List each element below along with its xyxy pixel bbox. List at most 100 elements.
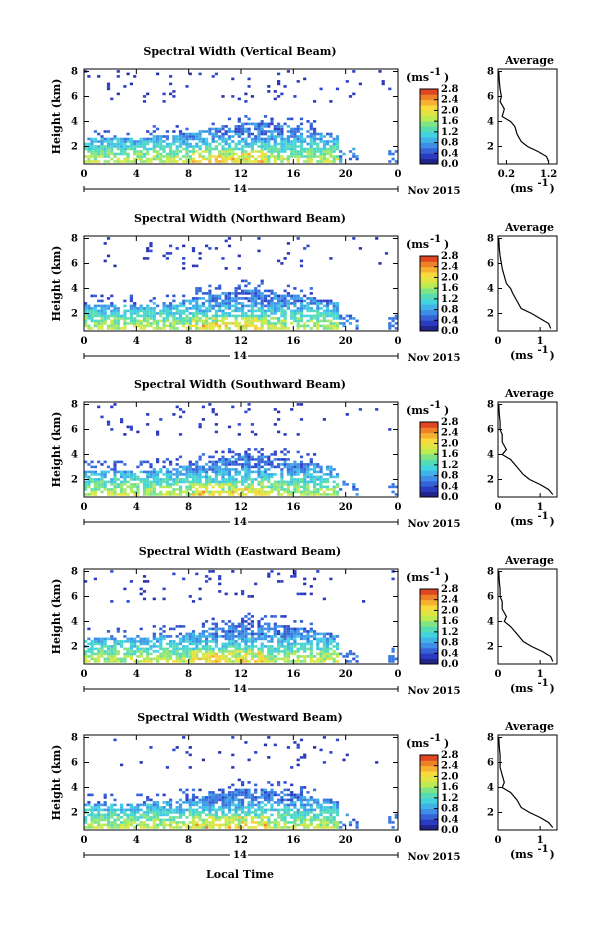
- heatmap-cell: [90, 137, 94, 141]
- heatmap-cell: [329, 811, 333, 814]
- heatmap-cell: [136, 485, 140, 489]
- heatmap-cell: [205, 473, 209, 476]
- heatmap-cell: [198, 312, 202, 315]
- heatmap-cell: [227, 791, 232, 794]
- heatmap-cell: [211, 322, 215, 325]
- heatmap-cell: [172, 322, 176, 325]
- heatmap-cell: [165, 478, 169, 481]
- day-label: 14: [233, 184, 247, 195]
- heatmap-cell: [280, 645, 284, 648]
- heatmap-cell: [120, 660, 124, 663]
- heatmap-cell: [211, 478, 215, 481]
- colorbar-unit-paren: ): [444, 238, 449, 251]
- heatmap-cell: [280, 160, 284, 163]
- heatmap-cell: [208, 811, 212, 814]
- heatmap-cell: [84, 657, 88, 661]
- heatmap-cell: [146, 637, 150, 641]
- y-tick-label: 8: [71, 67, 78, 78]
- heatmap-cell: [175, 816, 179, 819]
- heatmap-cell: [87, 823, 91, 827]
- heatmap-cell: [290, 652, 294, 656]
- heatmap-cell: [110, 468, 114, 471]
- heatmap-cell: [126, 493, 130, 496]
- heatmap-cell: [277, 826, 281, 829]
- heatmap-cell: [185, 637, 189, 641]
- heatmap-cell: [273, 324, 277, 328]
- heatmap-cell: [342, 324, 346, 328]
- heatmap-cell: [191, 826, 196, 829]
- heatmap-cell: [87, 470, 91, 474]
- heatmap-cell: [231, 637, 235, 641]
- colorbar-bin: [420, 443, 438, 450]
- heatmap-cell: [139, 319, 143, 323]
- heatmap-cell: [198, 130, 202, 133]
- heatmap-cell: [227, 244, 232, 248]
- average-unit-paren: ): [550, 848, 555, 861]
- heatmap-cell: [116, 75, 120, 78]
- heatmap-cell: [113, 470, 117, 474]
- heatmap-cell: [227, 793, 232, 797]
- heatmap-cell: [123, 147, 127, 151]
- heatmap-cell: [257, 460, 261, 464]
- heatmap-cell: [211, 821, 215, 824]
- heatmap-cell: [296, 465, 300, 469]
- heatmap-cell: [227, 811, 232, 814]
- heatmap-cell: [290, 660, 294, 663]
- heatmap-cell: [270, 660, 274, 663]
- heatmap-cell: [280, 324, 284, 328]
- heatmap-cell: [133, 317, 137, 320]
- heatmap-cell: [146, 490, 150, 494]
- heatmap-cell: [169, 485, 173, 489]
- heatmap-cell: [172, 304, 176, 308]
- heatmap-cell: [113, 657, 117, 661]
- heatmap-cell: [175, 821, 179, 824]
- heatmap-cell: [201, 137, 205, 141]
- heatmap-cell: [169, 145, 173, 148]
- heatmap-cell: [195, 478, 199, 481]
- heatmap-cell: [306, 483, 310, 486]
- heatmap-cell: [191, 635, 196, 638]
- colorbar-tick-label: 1.2: [441, 793, 458, 804]
- heatmap-cell: [299, 655, 304, 658]
- heatmap-cell: [241, 647, 245, 651]
- heatmap-cell: [106, 150, 111, 153]
- heatmap-cell: [133, 302, 137, 305]
- heatmap-cell: [139, 761, 143, 764]
- heatmap-cell: [188, 637, 192, 641]
- heatmap-cell: [332, 821, 336, 824]
- colorbar-bin: [420, 637, 438, 643]
- heatmap-cell: [218, 319, 222, 323]
- heatmap-cell: [224, 473, 228, 476]
- heatmap-cell: [227, 458, 232, 461]
- heatmap-cell: [129, 470, 133, 474]
- heatmap-cell: [185, 468, 189, 471]
- heatmap-cell: [178, 322, 183, 325]
- heatmap-cell: [306, 826, 310, 829]
- heatmap-cell: [110, 478, 114, 481]
- heatmap-cell: [250, 595, 254, 598]
- heatmap-cell: [103, 147, 107, 151]
- heatmap-cell: [110, 645, 114, 648]
- heatmap-cell: [214, 637, 218, 641]
- heatmap-cell: [201, 292, 205, 295]
- heatmap-cell: [139, 140, 143, 143]
- heatmap-cell: [123, 587, 127, 591]
- heatmap-cell: [113, 813, 117, 817]
- heatmap-cell: [299, 304, 304, 308]
- heatmap-cell: [250, 314, 254, 318]
- heatmap-cell: [244, 289, 248, 293]
- heatmap-cell: [319, 480, 323, 484]
- heatmap-cell: [322, 314, 326, 318]
- heatmap-cell: [335, 157, 340, 161]
- heatmap-cell: [296, 793, 300, 797]
- heatmap-cell: [381, 82, 385, 86]
- heatmap-cell: [142, 307, 147, 310]
- heatmap-cell: [247, 781, 251, 784]
- heatmap-cell: [178, 813, 183, 817]
- heatmap-cell: [97, 647, 101, 651]
- heatmap-cell: [175, 140, 179, 143]
- heatmap-cell: [175, 475, 179, 479]
- heatmap-cell: [326, 152, 330, 156]
- heatmap-cell: [191, 470, 196, 474]
- heatmap-cell: [244, 314, 248, 318]
